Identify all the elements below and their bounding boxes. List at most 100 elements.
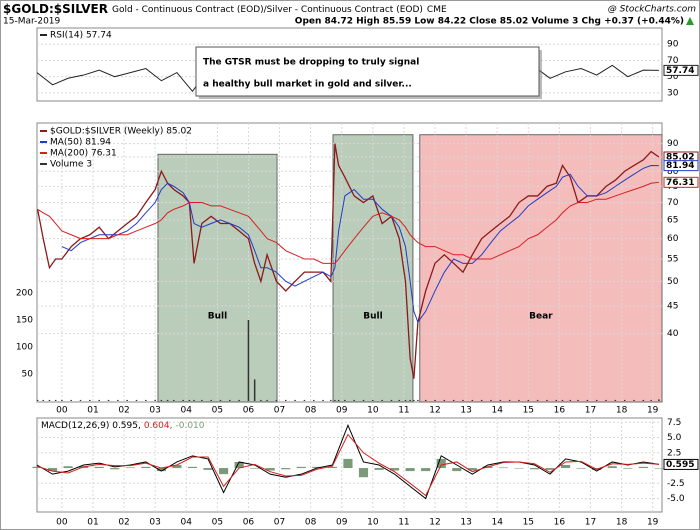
bar <box>182 399 184 401</box>
x-tick-label: 07 <box>274 518 285 528</box>
x-tick-label: 16 <box>554 406 566 416</box>
bar <box>409 399 411 401</box>
x-tick-label: 13 <box>460 518 471 528</box>
bar <box>89 399 91 401</box>
bar <box>79 399 82 401</box>
bar <box>518 399 520 401</box>
bar <box>546 399 548 401</box>
x-tick-label: 01 <box>87 518 98 528</box>
bar <box>381 399 383 401</box>
y-tick-label: 50 <box>667 277 679 287</box>
bar <box>527 399 530 401</box>
bar <box>577 399 579 401</box>
bar <box>654 468 664 469</box>
x-tick-label: 05 <box>212 518 223 528</box>
callout-text: The GTSR must be dropping to truly signa… <box>203 58 419 68</box>
bar <box>467 468 477 471</box>
bar <box>561 465 571 469</box>
bar <box>514 468 524 469</box>
region-label: Bull <box>208 312 227 322</box>
y-tick-label: 70 <box>667 56 679 66</box>
y2-tick-label: 50 <box>22 370 34 380</box>
bar <box>54 399 57 401</box>
x-tick-label: 15 <box>523 406 534 416</box>
bar <box>327 466 337 469</box>
bar <box>576 468 586 469</box>
rsi-panel <box>36 27 663 102</box>
bar <box>117 399 119 401</box>
bar <box>125 467 135 469</box>
y-tick-label: 80 <box>667 167 679 177</box>
bar <box>219 399 222 401</box>
bar <box>358 468 369 478</box>
x-tick-label: 10 <box>367 406 379 416</box>
legend-entry: $GOLD:$SILVER (Weekly) 85.02 <box>50 127 192 137</box>
bar <box>36 399 39 401</box>
x-tick-label: 05 <box>212 406 223 416</box>
legend-entry: Volume 3 <box>50 160 92 170</box>
bar <box>413 399 415 401</box>
bar <box>285 399 287 401</box>
quote: Open 84.72 High 85.59 Low 84.22 Close 85… <box>295 17 684 27</box>
y-tick-label: 2.5 <box>667 448 681 458</box>
bar <box>499 399 502 401</box>
y-tick-label: 55 <box>667 255 678 265</box>
x-tick-label: 01 <box>87 406 98 416</box>
change-arrow <box>686 17 694 25</box>
legend-entry: 0.604, <box>144 421 173 431</box>
bar <box>303 399 306 401</box>
bar <box>110 468 120 470</box>
bar <box>529 468 540 470</box>
bar <box>42 399 44 401</box>
bar <box>362 399 365 401</box>
region-label: Bull <box>363 312 382 322</box>
bar <box>372 399 374 401</box>
legend-entry: -0.010 <box>175 421 204 431</box>
bar <box>238 399 240 401</box>
x-tick-label: 16 <box>554 518 566 528</box>
bar <box>281 468 291 470</box>
legend: MACD(12,26,9) 0.595, 0.604, -0.010 <box>41 421 205 431</box>
y2-tick-label: 200 <box>16 289 33 299</box>
bar <box>344 399 346 401</box>
x-tick-label: 06 <box>243 406 255 416</box>
bar <box>633 399 635 401</box>
x-tick-label: 06 <box>243 518 255 528</box>
x-tick-label: 12 <box>429 406 440 416</box>
x-tick-label: 02 <box>118 518 129 528</box>
bar <box>536 399 539 401</box>
callout-box <box>195 46 540 97</box>
y2-tick-label: 100 <box>16 343 33 353</box>
region-label: Bear <box>529 312 553 322</box>
value-label: 0.595 <box>666 460 694 470</box>
bar <box>569 399 572 401</box>
bar <box>480 399 483 401</box>
bar <box>398 399 401 401</box>
bar <box>294 399 296 401</box>
bar <box>555 399 558 401</box>
x-tick-label: 11 <box>398 406 409 416</box>
description: Gold - Continuous Contract (EOD)/Silver … <box>112 5 423 15</box>
value-box <box>663 458 699 470</box>
bar <box>201 399 203 401</box>
bar <box>296 466 306 469</box>
bar <box>330 399 332 401</box>
bar <box>605 399 607 401</box>
bar <box>353 399 355 401</box>
series-line <box>37 181 659 264</box>
value-label: 85.02 <box>666 152 694 162</box>
bar <box>424 399 427 401</box>
x-tick-label: 02 <box>118 406 129 416</box>
x-tick-label: 14 <box>491 406 503 416</box>
bar <box>154 399 156 401</box>
bar <box>188 399 191 401</box>
bar <box>172 465 182 469</box>
bar <box>61 399 63 401</box>
y2-tick-label: 150 <box>16 316 33 326</box>
x-tick-label: 14 <box>491 518 503 528</box>
bar <box>658 399 660 401</box>
bar <box>260 399 262 401</box>
callout-text: a healthy bull market in gold and silver… <box>203 80 412 90</box>
bar <box>70 399 72 401</box>
bar <box>595 399 598 401</box>
